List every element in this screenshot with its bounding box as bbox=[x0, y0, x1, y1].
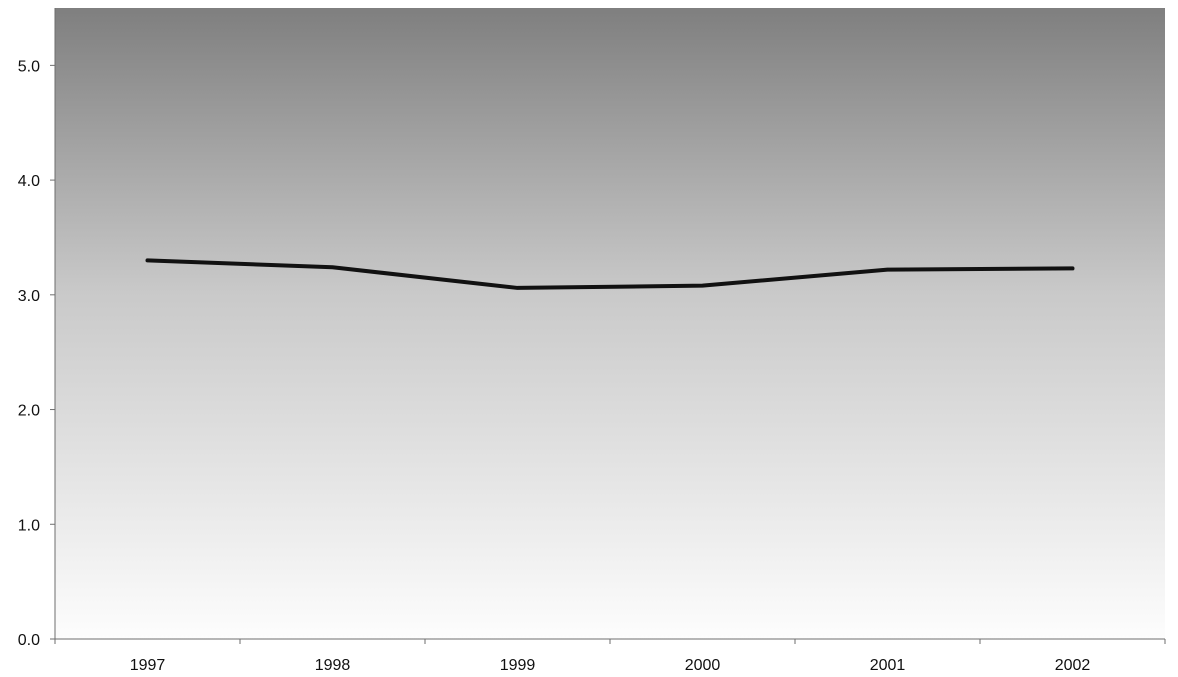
plot-area bbox=[55, 8, 1165, 639]
x-tick-label: 1998 bbox=[315, 657, 351, 674]
series-layer bbox=[145, 258, 1075, 290]
x-tick-label: 1999 bbox=[500, 657, 536, 674]
x-tick-label: 2000 bbox=[685, 657, 721, 674]
x-axis: 1997 1998 1999 2000 2001 2002 bbox=[54, 638, 1166, 674]
y-axis: 0.0 1.0 2.0 3.0 4.0 5.0 bbox=[18, 8, 56, 649]
x-tick-label: 2002 bbox=[1055, 657, 1091, 674]
y-tick-label: 2.0 bbox=[18, 403, 40, 420]
y-tick-label: 3.0 bbox=[18, 288, 40, 305]
y-tick-label: 4.0 bbox=[18, 173, 40, 190]
y-tick-label: 0.0 bbox=[18, 632, 40, 649]
series-line bbox=[145, 258, 1075, 290]
y-tick-label: 5.0 bbox=[18, 58, 40, 75]
x-tick-label: 1997 bbox=[130, 657, 166, 674]
y-tick-label: 1.0 bbox=[18, 517, 40, 534]
x-tick-label: 2001 bbox=[870, 657, 906, 674]
